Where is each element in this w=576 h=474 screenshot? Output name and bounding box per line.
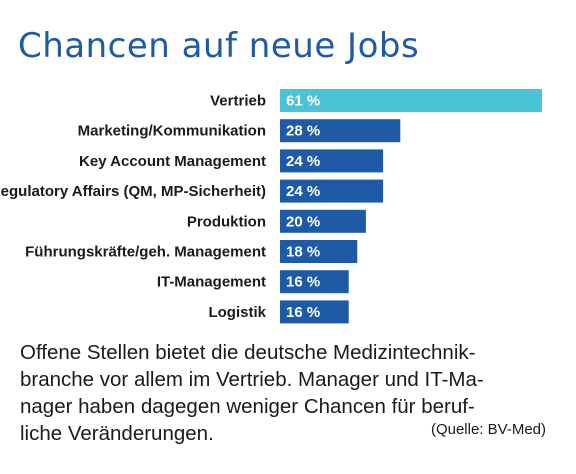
value-label: 24 %: [286, 183, 320, 200]
value-label: 18 %: [286, 244, 320, 261]
category-label: Logistik: [208, 304, 266, 321]
bar-7: [280, 300, 349, 324]
caption-line: branche vor allem im Vertrieb. Manager u…: [20, 368, 484, 391]
value-label: 24 %: [286, 153, 320, 170]
chart-title: Chancen auf neue Jobs: [18, 26, 420, 66]
value-label: 61 %: [286, 93, 320, 110]
caption-line: nager haben dagegen weniger Chancen für …: [20, 395, 475, 418]
category-label: Vertrieb: [210, 93, 266, 110]
category-label: Key Account Management: [79, 153, 266, 170]
category-label: Produktion: [187, 213, 266, 230]
bar-4: [280, 209, 366, 233]
caption-line: liche Veränderungen.: [20, 422, 214, 445]
category-label: Marketing/Kommunikation: [78, 123, 266, 140]
caption-line: Offene Stellen bietet die deutsche Mediz…: [20, 341, 476, 364]
caption: Offene Stellen bietet die deutsche Mediz…: [20, 339, 560, 447]
bar-5: [280, 240, 358, 263]
value-label: 16 %: [286, 274, 320, 291]
bar-1: [280, 119, 401, 143]
category-label: IT-Management: [157, 274, 266, 291]
bar-chart: Vertrieb 61 % Marketing/Kommunikation 28 % K…: [0, 89, 542, 324]
source-note: (Quelle: BV-Med): [430, 421, 546, 438]
bar-6: [280, 270, 349, 294]
bar-3: [280, 179, 384, 203]
bar-2: [280, 149, 384, 173]
value-label: 16 %: [286, 304, 320, 321]
value-label: 20 %: [286, 213, 320, 230]
value-label: 28 %: [286, 123, 320, 140]
category-label: Führungskräfte/geh. Management: [25, 244, 266, 261]
category-label: Regulatory Affairs (QM, MP-Sicherheit): [0, 183, 266, 200]
bar-0: [280, 89, 542, 112]
